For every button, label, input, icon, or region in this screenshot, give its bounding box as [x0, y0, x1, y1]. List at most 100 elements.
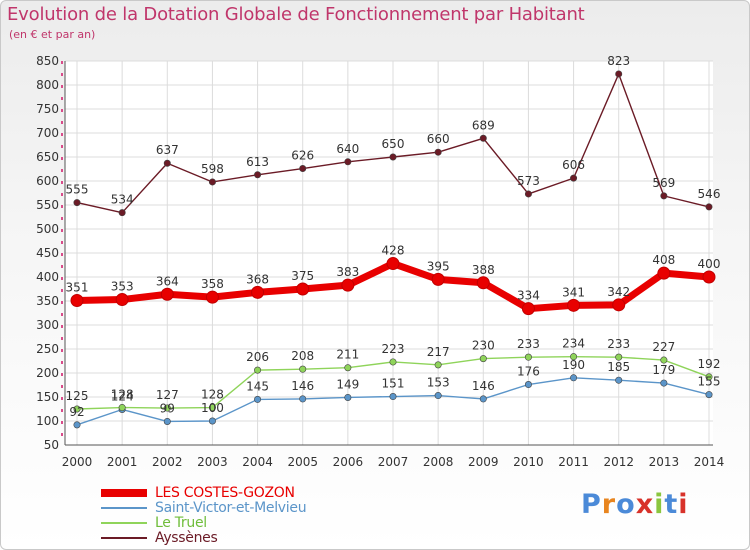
legend-label: Saint-Victor-et-Melvieu [155, 500, 307, 516]
y-tick-label: 650 [36, 150, 59, 164]
data-label: 128 [111, 388, 134, 402]
data-point [115, 293, 129, 307]
data-point [344, 393, 352, 401]
data-label: 124 [111, 389, 134, 403]
data-label: 606 [562, 158, 585, 172]
data-label: 227 [652, 340, 675, 354]
data-point [73, 199, 81, 207]
data-point [299, 395, 307, 403]
data-point [163, 404, 171, 412]
x-tick-label: 2014 [694, 455, 725, 469]
grid-lines [65, 60, 713, 446]
data-point [570, 174, 578, 182]
data-point [163, 159, 171, 167]
data-label: 149 [336, 377, 359, 391]
data-label: 92 [69, 405, 84, 419]
legend-swatch [101, 489, 147, 497]
data-label: 206 [246, 350, 269, 364]
data-label: 128 [201, 388, 224, 402]
data-point [160, 287, 174, 301]
logo-letter: r [601, 489, 617, 520]
data-label: 368 [246, 272, 269, 286]
data-label: 375 [291, 269, 314, 283]
data-point [254, 395, 262, 403]
data-point [524, 353, 532, 361]
data-label: 650 [382, 137, 405, 151]
y-tick-label: 400 [36, 270, 59, 284]
data-point [612, 298, 626, 312]
data-label: 823 [607, 54, 630, 68]
data-point [524, 190, 532, 198]
data-point [163, 417, 171, 425]
data-label: 534 [111, 193, 134, 207]
data-label: 546 [698, 187, 721, 201]
data-label: 334 [517, 289, 540, 303]
data-point [615, 70, 623, 78]
legend-swatch [101, 522, 147, 524]
data-point [705, 203, 713, 211]
axes: 50 100 150 200 250 300 350 400 450 500 550 600 650 70… [36, 54, 724, 469]
legend-swatch [101, 507, 147, 509]
x-tick-label: 2002 [152, 455, 183, 469]
data-point [434, 148, 442, 156]
data-point [660, 192, 668, 200]
x-tick-label: 2006 [333, 455, 364, 469]
data-label: 211 [336, 348, 359, 362]
logo-letter: i [654, 489, 665, 520]
data-label: 342 [607, 285, 630, 299]
y-tick-label: 800 [36, 78, 59, 92]
y-tick-label: 100 [36, 414, 59, 428]
data-point [205, 290, 219, 304]
data-point [208, 404, 216, 412]
data-point [476, 276, 490, 290]
data-point [344, 364, 352, 372]
data-point [386, 257, 400, 271]
y-tick-label: 300 [36, 318, 59, 332]
data-label: 573 [517, 174, 540, 188]
data-point [70, 294, 84, 308]
data-label: 358 [201, 277, 224, 291]
y-tick-label: 150 [36, 390, 59, 404]
data-point [521, 302, 535, 316]
y-tick-label: 250 [36, 342, 59, 356]
data-label: 208 [291, 349, 314, 363]
proxiti-logo: Proxiti [581, 489, 689, 520]
data-label: 223 [382, 342, 405, 356]
data-point [660, 379, 668, 387]
data-label: 146 [472, 379, 495, 393]
data-label: 400 [698, 257, 721, 271]
data-label: 395 [427, 259, 450, 273]
data-point [299, 365, 307, 373]
logo-letter: t [664, 489, 679, 520]
data-point [434, 361, 442, 369]
legend-label: Le Truel [155, 515, 207, 531]
data-label: 100 [201, 401, 224, 415]
data-point [705, 373, 713, 381]
x-tick-label: 2010 [513, 455, 544, 469]
logo-letter: o [616, 489, 636, 520]
data-label: 388 [472, 263, 495, 277]
x-tick-label: 2008 [423, 455, 454, 469]
data-point [118, 404, 126, 412]
data-label: 185 [607, 360, 630, 374]
data-label: 637 [156, 143, 179, 157]
logo-letter: i [678, 489, 689, 520]
data-label: 598 [201, 162, 224, 176]
data-point [660, 356, 668, 364]
x-tick-label: 2012 [603, 455, 634, 469]
data-label: 151 [382, 377, 405, 391]
x-tick-label: 2009 [468, 455, 499, 469]
chart-title: Evolution de la Dotation Globale de Fonc… [7, 4, 585, 25]
data-point [344, 158, 352, 166]
y-tick-label: 500 [36, 222, 59, 236]
data-label: 353 [111, 280, 134, 294]
chart-subtitle: (en € et par an) [9, 28, 96, 41]
data-point [254, 366, 262, 374]
data-label: 233 [517, 337, 540, 351]
data-label: 153 [427, 376, 450, 390]
data-label: 192 [698, 357, 721, 371]
data-label: 689 [472, 118, 495, 132]
x-tick-label: 2001 [107, 455, 138, 469]
